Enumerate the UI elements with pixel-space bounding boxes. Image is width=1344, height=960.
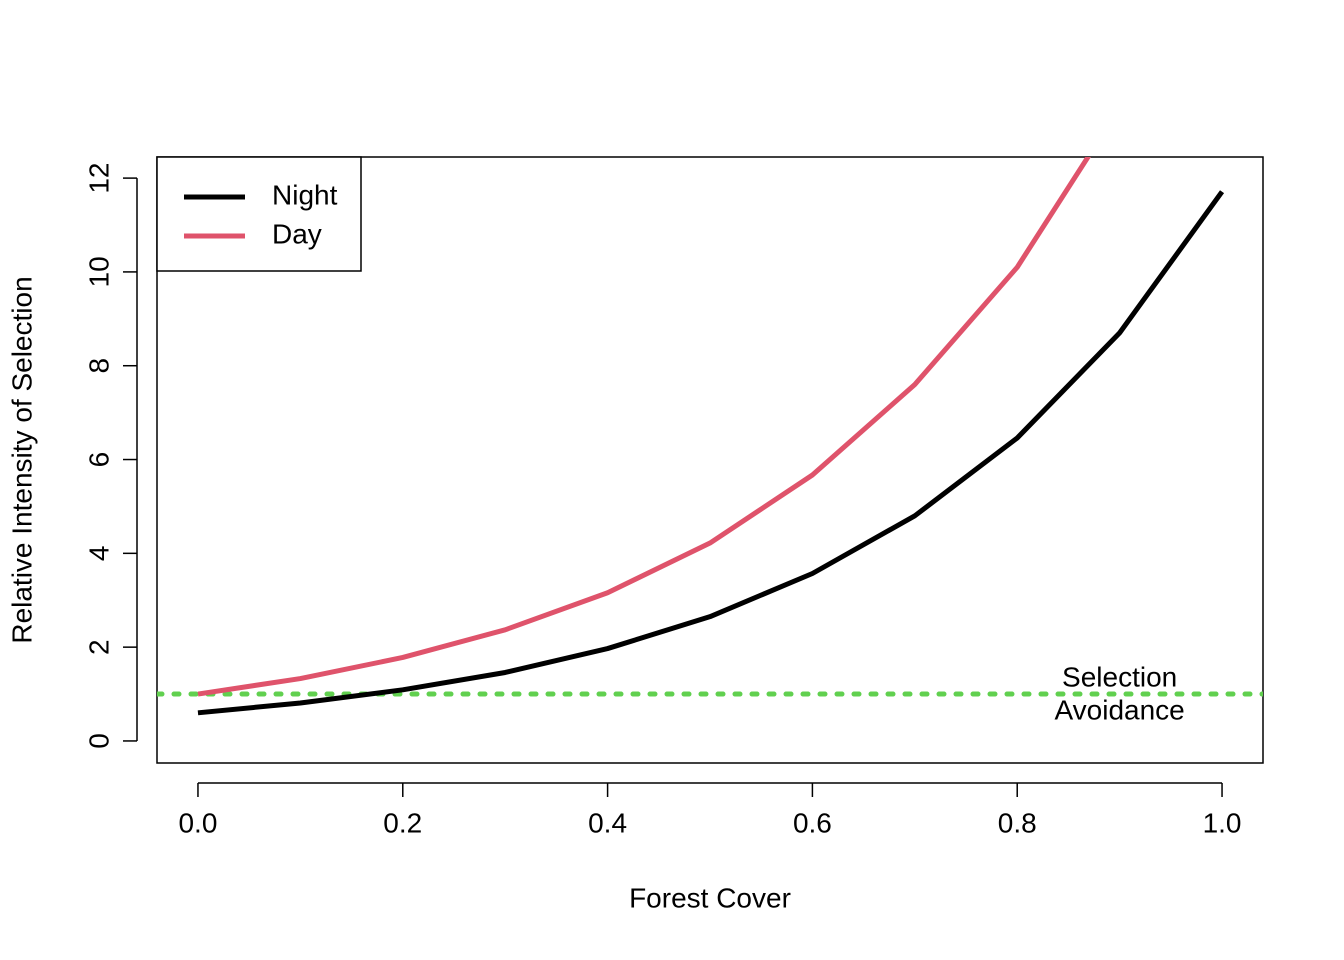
y-axis-label: Relative Intensity of Selection <box>6 276 37 643</box>
annotation: Selection <box>1062 661 1177 692</box>
y-tick-label: 10 <box>83 256 114 287</box>
x-tick-label: 0.2 <box>383 807 422 838</box>
x-tick-label: 0.0 <box>178 807 217 838</box>
x-tick-label: 0.8 <box>998 807 1037 838</box>
y-tick-label: 12 <box>83 163 114 194</box>
series-line <box>197 157 1091 697</box>
y-tick-label: 0 <box>83 733 114 749</box>
plot-frame <box>156 156 1264 764</box>
legend-box <box>156 156 362 272</box>
x-tick-label: 1.0 <box>1203 807 1242 838</box>
y-tick-label: 8 <box>83 358 114 374</box>
y-tick-label: 6 <box>83 452 114 468</box>
legend-label: Day <box>272 218 322 249</box>
annotation: Avoidance <box>1054 694 1184 725</box>
y-tick-label: 4 <box>83 546 114 562</box>
plot-area <box>157 157 1263 716</box>
x-axis-label: Forest Cover <box>629 882 791 913</box>
x-tick-label: 0.6 <box>793 807 832 838</box>
x-tick-label: 0.4 <box>588 807 627 838</box>
series-line <box>197 190 1225 716</box>
y-tick-label: 2 <box>83 639 114 655</box>
legend-label: Night <box>272 179 338 210</box>
